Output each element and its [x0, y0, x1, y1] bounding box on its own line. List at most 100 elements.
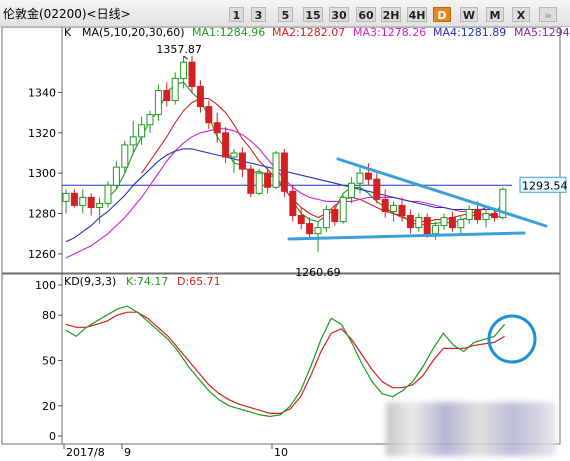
candle-body	[121, 144, 129, 168]
period-button-60[interactable]: 60	[356, 7, 376, 22]
candle-body	[205, 106, 213, 124]
candle-body	[331, 208, 339, 223]
d-value-label: D:65.71	[177, 275, 221, 288]
period-button-15[interactable]: 15	[303, 7, 323, 22]
kd-tick-label: 80	[42, 309, 56, 322]
k-value-label: K:74.17	[126, 275, 168, 288]
candle-body	[373, 178, 381, 200]
candle-body	[440, 217, 448, 227]
low-price-label: 1260.69	[295, 266, 341, 279]
candle-body	[154, 89, 162, 116]
candle-body	[238, 152, 246, 170]
candle-body	[79, 196, 87, 206]
candle-body	[280, 152, 288, 192]
candle-body	[222, 132, 230, 158]
ma-value-label: MA2:1282.07	[272, 26, 345, 39]
candle-body	[457, 219, 465, 229]
candle-body	[432, 225, 440, 235]
candle-body	[112, 166, 120, 186]
kd-tick-label: 50	[42, 355, 56, 368]
candle-body	[348, 182, 356, 198]
ma-line-ma2	[141, 97, 503, 223]
ma-value-label: MA5:1294	[514, 26, 570, 39]
candle-body	[306, 223, 314, 235]
more-periods-icon[interactable]: »	[539, 7, 557, 22]
period-button-1[interactable]: 1	[229, 7, 244, 22]
candle-body	[138, 124, 146, 138]
current-price-tag	[519, 176, 567, 193]
candle-body	[356, 172, 364, 184]
candle-body	[196, 85, 204, 108]
current-price-value: 1293.54	[522, 179, 568, 192]
candle-body	[230, 152, 238, 158]
window-title: 伦敦金(02200)<日线>	[3, 7, 131, 21]
k-line	[65, 305, 506, 418]
candle-body	[415, 217, 423, 229]
candle-body	[423, 217, 431, 235]
ma-value-label: MA1:1284.96	[192, 26, 265, 39]
candle-body	[289, 190, 297, 217]
candle-body	[465, 208, 473, 221]
candle-body	[272, 152, 280, 188]
candle-body	[87, 196, 95, 208]
candle-body	[482, 213, 490, 221]
candle-body	[339, 196, 347, 223]
main-panel-frame	[1, 26, 561, 274]
candle-body	[70, 192, 78, 206]
price-tick-label: 1320	[28, 127, 56, 140]
period-button-4h[interactable]: 4H	[407, 7, 427, 22]
period-button-w[interactable]: W	[460, 7, 478, 22]
candle-body	[96, 202, 104, 208]
time-axis-label: 2017/8	[66, 446, 105, 459]
candle-body	[448, 217, 456, 229]
kd-title: KD(9,3,3)	[64, 275, 116, 288]
kd-tick-label: 20	[42, 400, 56, 413]
support-trendline[interactable]	[287, 231, 526, 241]
time-axis-label: 10	[274, 446, 288, 459]
candle-body	[171, 77, 179, 102]
candle-body	[104, 184, 112, 204]
candle-body	[490, 213, 498, 219]
candle-body	[390, 204, 398, 212]
candle-body	[264, 172, 272, 188]
kd-tick-label: 100	[35, 279, 56, 292]
ma-value-label: MA4:1281.89	[433, 26, 506, 39]
period-toolbar: 伦敦金(02200)<日线> 1 3 5 15 30 60 2H 4H D W M X »	[0, 0, 570, 27]
time-axis-label: 9	[124, 446, 131, 459]
candle-body	[364, 172, 372, 180]
candle-body	[398, 204, 406, 217]
price-tick-label: 1280	[28, 208, 56, 221]
d-line	[65, 311, 505, 414]
period-button-2h[interactable]: 2H	[381, 7, 401, 22]
candle-body	[180, 61, 188, 79]
descending-trendline[interactable]	[336, 157, 548, 228]
candle-body	[499, 188, 507, 219]
period-button-5[interactable]: 5	[278, 7, 293, 22]
candle-body	[129, 136, 137, 146]
candle-body	[62, 192, 70, 202]
candle-body	[188, 61, 196, 87]
period-button-d[interactable]: D	[433, 7, 451, 22]
highlight-circle[interactable]	[487, 314, 537, 364]
period-button-30[interactable]: 30	[329, 7, 349, 22]
candle-body	[163, 89, 171, 102]
candle-body	[381, 198, 389, 212]
ma-params-label: MA(5,10,20,30,60)	[82, 26, 185, 39]
period-button-3[interactable]: 3	[251, 7, 266, 22]
candle-body	[247, 168, 255, 194]
high-price-label: 1357.87	[156, 43, 202, 56]
period-button-m[interactable]: M	[486, 7, 504, 22]
price-tick-label: 1260	[28, 248, 56, 261]
candle-body	[322, 208, 330, 229]
candle-body	[255, 172, 263, 194]
candle-body	[297, 215, 305, 225]
kd-tick-label: 0	[49, 430, 56, 443]
price-tick-label: 1340	[28, 86, 56, 99]
candle-body	[406, 215, 414, 229]
candle-body	[314, 227, 322, 235]
k-label: K	[64, 26, 72, 39]
ma-value-label: MA3:1278.26	[353, 26, 426, 39]
close-chart-button[interactable]: X	[512, 7, 530, 22]
